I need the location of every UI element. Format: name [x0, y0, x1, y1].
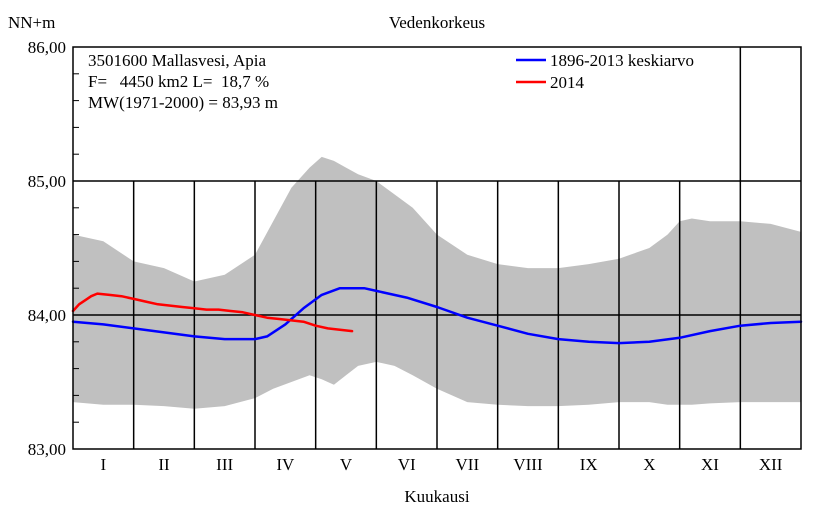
catchment-info: F= 4450 km2 L= 18,7 % — [88, 72, 269, 91]
x-tick-label: IX — [580, 455, 598, 474]
x-tick-label: IV — [276, 455, 295, 474]
x-tick-label: XII — [759, 455, 783, 474]
x-tick-label: X — [643, 455, 655, 474]
legend-label-mean: 1896-2013 keskiarvo — [550, 51, 694, 70]
x-tick-label: VIII — [513, 455, 543, 474]
y-tick-label: 85,00 — [28, 172, 66, 191]
x-tick-label: XI — [701, 455, 719, 474]
grid — [73, 47, 801, 449]
chart-title: Vedenkorkeus — [389, 13, 485, 32]
y-axis-ticks: 83,00 84,00 85,00 86,00 — [28, 38, 83, 459]
x-tick-label: III — [216, 455, 233, 474]
x-tick-label: I — [100, 455, 106, 474]
legend-label-2014: 2014 — [550, 73, 585, 92]
station-info: 3501600 Mallasvesi, Apia F= 4450 km2 L= … — [88, 51, 278, 112]
y-tick-label: 83,00 — [28, 440, 66, 459]
mean-water-level: MW(1971-2000) = 83,93 m — [88, 93, 278, 112]
y-tick-label: 84,00 — [28, 306, 66, 325]
y-tick-label: 86,00 — [28, 38, 66, 57]
x-tick-label: V — [340, 455, 353, 474]
series-lines — [71, 286, 803, 345]
series-line-mean — [71, 286, 803, 345]
x-tick-label: II — [158, 455, 170, 474]
x-axis-label: Kuukausi — [404, 487, 469, 506]
x-tick-label: VII — [456, 455, 480, 474]
x-axis-month-labels: I II III IV V VI VII VIII IX X XI XII — [100, 455, 782, 474]
plot-frame — [72, 46, 802, 450]
station-name: 3501600 Mallasvesi, Apia — [88, 51, 266, 70]
series-line-2014 — [71, 292, 354, 333]
x-tick-label: VI — [398, 455, 416, 474]
legend: 1896-2013 keskiarvo 2014 — [516, 51, 694, 92]
y-axis-label: NN+m — [8, 13, 55, 32]
